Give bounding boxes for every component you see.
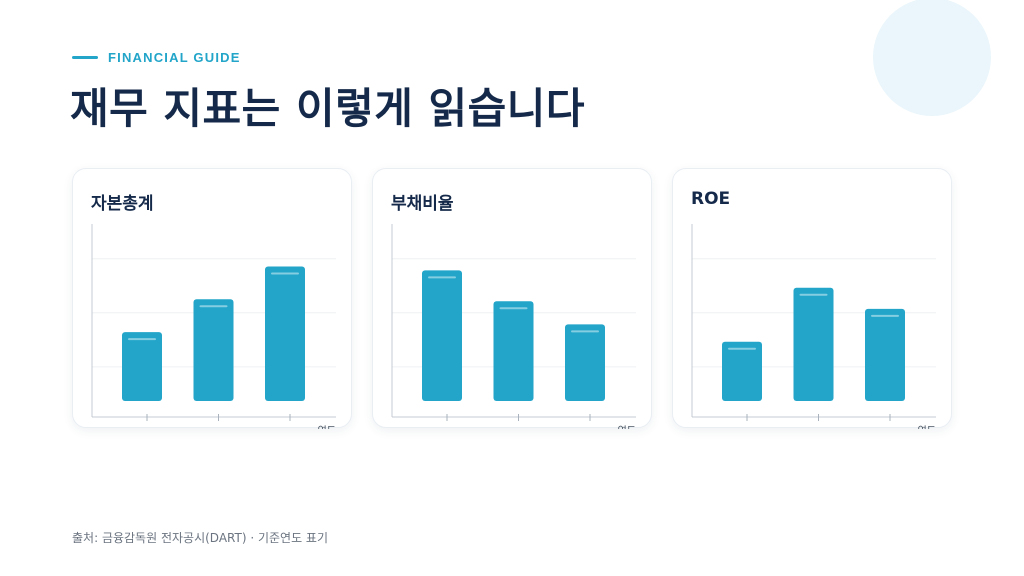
chart-title: ROE: [691, 189, 731, 209]
bar-highlight: [499, 307, 528, 310]
bar: [422, 270, 462, 401]
bar-highlight: [271, 272, 299, 275]
chart-card-equity: 자본총계 연도: [72, 168, 352, 429]
bar-highlight: [428, 276, 456, 279]
bar: [122, 332, 162, 401]
bar: [565, 324, 605, 401]
bar-highlight: [199, 305, 228, 308]
page-title: 재무 지표는 이렇게 읽습니다: [70, 84, 586, 133]
decorative-circle: [873, 0, 991, 116]
bar-chart: 연도: [691, 224, 936, 429]
chart-card-roe: ROE 연도: [672, 168, 952, 429]
x-axis-label: 연도: [918, 425, 936, 429]
bar-highlight: [799, 293, 828, 296]
bar: [493, 301, 534, 401]
chart-title: 부채비율: [391, 194, 454, 214]
bar: [265, 266, 305, 401]
bar: [793, 287, 834, 401]
bar-highlight: [871, 314, 899, 317]
bar-chart: 연도: [91, 224, 336, 429]
eyebrow-label: FINANCIAL GUIDE: [108, 49, 241, 65]
chart-card-debt-ratio: 부채비율 연도: [372, 168, 652, 429]
x-axis-label: 연도: [318, 425, 336, 429]
bar-highlight: [571, 330, 599, 333]
bar-chart: 연도: [391, 224, 636, 429]
eyebrow-accent-line: [72, 55, 98, 59]
chart-title: 자본총계: [91, 194, 154, 214]
bar-highlight: [728, 347, 756, 350]
eyebrow: FINANCIAL GUIDE: [72, 48, 241, 66]
bar: [865, 308, 905, 401]
bar-highlight: [128, 338, 156, 341]
bar: [722, 341, 762, 401]
x-axis-label: 연도: [618, 425, 636, 429]
source-note: 출처: 금융감독원 전자공시(DART) · 기준연도 표기: [72, 531, 329, 545]
bar: [193, 299, 234, 401]
